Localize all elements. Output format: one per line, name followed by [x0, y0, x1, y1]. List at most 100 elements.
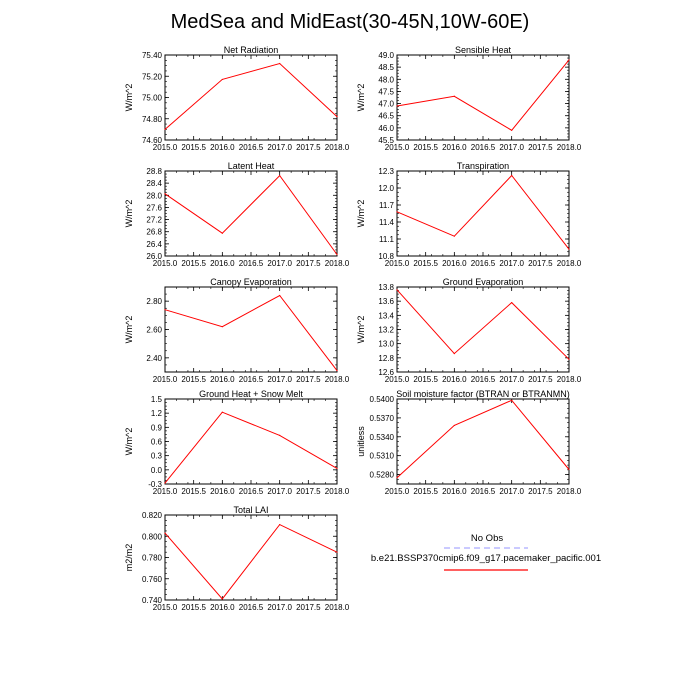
x-tick-label: 2016.0 [210, 487, 235, 496]
data-point [164, 532, 166, 534]
x-tick-label: 2015.0 [153, 259, 178, 268]
y-tick-label: 49.0 [378, 51, 394, 60]
plot-frame [164, 286, 338, 373]
x-tick-label: 2016.5 [471, 375, 496, 384]
y-tick-label: 0.800 [142, 532, 163, 541]
y-tick-label: 26.4 [146, 240, 162, 249]
x-tick-label: 2018.0 [325, 375, 350, 384]
y-axis-label: W/m^2 [356, 84, 366, 112]
plot-frame [396, 398, 570, 485]
x-tick-label: 2018.0 [557, 375, 582, 384]
x-tick-label: 2016.0 [210, 603, 235, 612]
x-tick-label: 2017.5 [528, 375, 553, 384]
x-tick-label: 2016.0 [442, 143, 467, 152]
data-point [568, 59, 570, 61]
y-tick-label: 11.4 [379, 218, 395, 227]
x-tick-label: 2017.5 [528, 143, 553, 152]
y-tick-label: 0.6 [151, 438, 163, 447]
y-tick-label: 11.7 [379, 201, 395, 210]
y-tick-label: 0.5340 [370, 433, 395, 442]
data-point [279, 294, 281, 297]
data-point [511, 301, 513, 304]
series-line [396, 174, 570, 250]
y-tick-label: 48.5 [378, 63, 394, 72]
x-tick-label: 2017.0 [499, 143, 524, 152]
y-tick-label: 26.0 [146, 252, 162, 261]
data-point [453, 352, 455, 355]
y-axis-label: W/m^2 [124, 428, 134, 456]
x-tick-label: 2015.0 [153, 603, 178, 612]
y-tick-label: 75.00 [142, 94, 163, 103]
data-point [511, 129, 513, 131]
x-tick-label: 2016.0 [210, 259, 235, 268]
y-axis-label: W/m^2 [356, 316, 366, 344]
y-tick-label: 13.2 [378, 326, 394, 335]
x-tick-label: 2018.0 [325, 603, 350, 612]
x-tick-label: 2017.5 [528, 487, 553, 496]
y-tick-label: 2.60 [146, 326, 162, 335]
plot-frame [396, 54, 570, 141]
x-tick-label: 2017.0 [267, 375, 292, 384]
series-line [396, 289, 570, 360]
panel-title: Transpiration [457, 161, 509, 171]
data-point [453, 424, 455, 427]
y-tick-label: 0.3 [151, 452, 163, 461]
panel-title: Net Radiation [224, 45, 279, 55]
x-tick-label: 2018.0 [557, 143, 582, 152]
y-tick-label: 46.5 [378, 112, 394, 121]
x-tick-label: 2017.0 [499, 259, 524, 268]
y-tick-label: 1.5 [151, 395, 163, 404]
legend-series-label: b.e21.BSSP370cmip6.f09_g17.pacemaker_pac… [371, 553, 601, 564]
x-tick-label: 2015.5 [181, 603, 206, 612]
y-tick-label: 0.760 [142, 575, 163, 584]
plot-frame [164, 54, 338, 141]
x-tick-label: 2016.0 [442, 259, 467, 268]
x-tick-label: 2016.0 [210, 143, 235, 152]
data-point [279, 174, 281, 177]
x-tick-label: 2017.0 [499, 487, 524, 496]
x-tick-label: 2015.5 [413, 487, 438, 496]
y-tick-label: 75.40 [142, 51, 163, 60]
data-point [221, 78, 223, 81]
series-line [164, 411, 338, 484]
panel-title: Ground Heat + Snow Melt [199, 389, 303, 399]
data-point [279, 523, 281, 526]
y-axis-label: W/m^2 [124, 200, 134, 228]
y-tick-label: 0.5310 [370, 452, 395, 461]
panel-title: Total LAI [233, 505, 268, 515]
plot-frame [396, 170, 570, 257]
x-tick-label: 2015.5 [181, 375, 206, 384]
y-axis-label: W/m^2 [124, 84, 134, 112]
y-tick-label: 0.5280 [370, 471, 395, 480]
x-tick-label: 2017.0 [267, 143, 292, 152]
x-tick-label: 2015.0 [385, 259, 410, 268]
x-tick-label: 2017.5 [296, 259, 321, 268]
y-tick-label: 10.8 [378, 252, 394, 261]
x-tick-label: 2017.5 [296, 143, 321, 152]
data-point [568, 358, 570, 360]
data-point [336, 253, 338, 256]
y-tick-label: 74.60 [142, 136, 163, 145]
panel-title: Sensible Heat [455, 45, 512, 55]
x-tick-label: 2015.0 [385, 375, 410, 384]
x-tick-label: 2018.0 [325, 487, 350, 496]
data-point [221, 598, 223, 600]
y-axis-label: unitless [356, 426, 366, 457]
x-tick-label: 2016.0 [442, 487, 467, 496]
x-tick-label: 2017.0 [267, 487, 292, 496]
panel-title: Ground Evaporation [443, 277, 524, 287]
plot-frame [164, 514, 338, 601]
y-tick-label: 1.2 [151, 409, 163, 418]
data-point [164, 193, 166, 195]
plot-frame [396, 286, 570, 373]
y-tick-label: 2.40 [146, 354, 162, 363]
series-line [396, 59, 570, 131]
x-tick-label: 2015.0 [385, 487, 410, 496]
x-tick-label: 2017.0 [267, 259, 292, 268]
data-point [279, 434, 281, 436]
series-line [396, 399, 570, 479]
y-tick-label: 2.80 [146, 297, 162, 306]
data-point [396, 289, 398, 291]
